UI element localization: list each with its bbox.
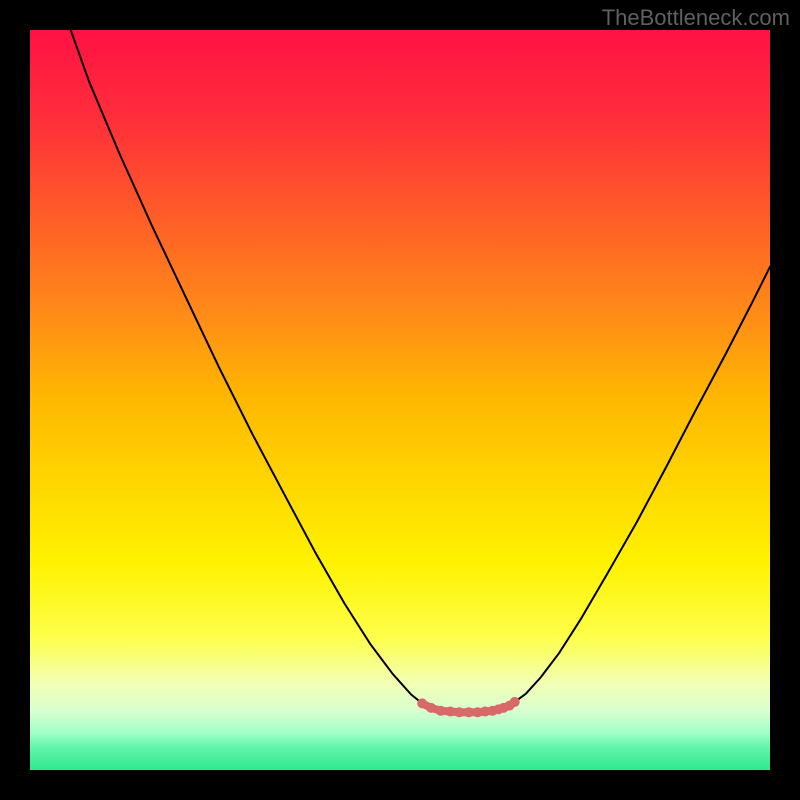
watermark-text: TheBottleneck.com xyxy=(602,5,790,31)
bottleneck-chart xyxy=(30,30,770,770)
chart-svg xyxy=(30,30,770,770)
